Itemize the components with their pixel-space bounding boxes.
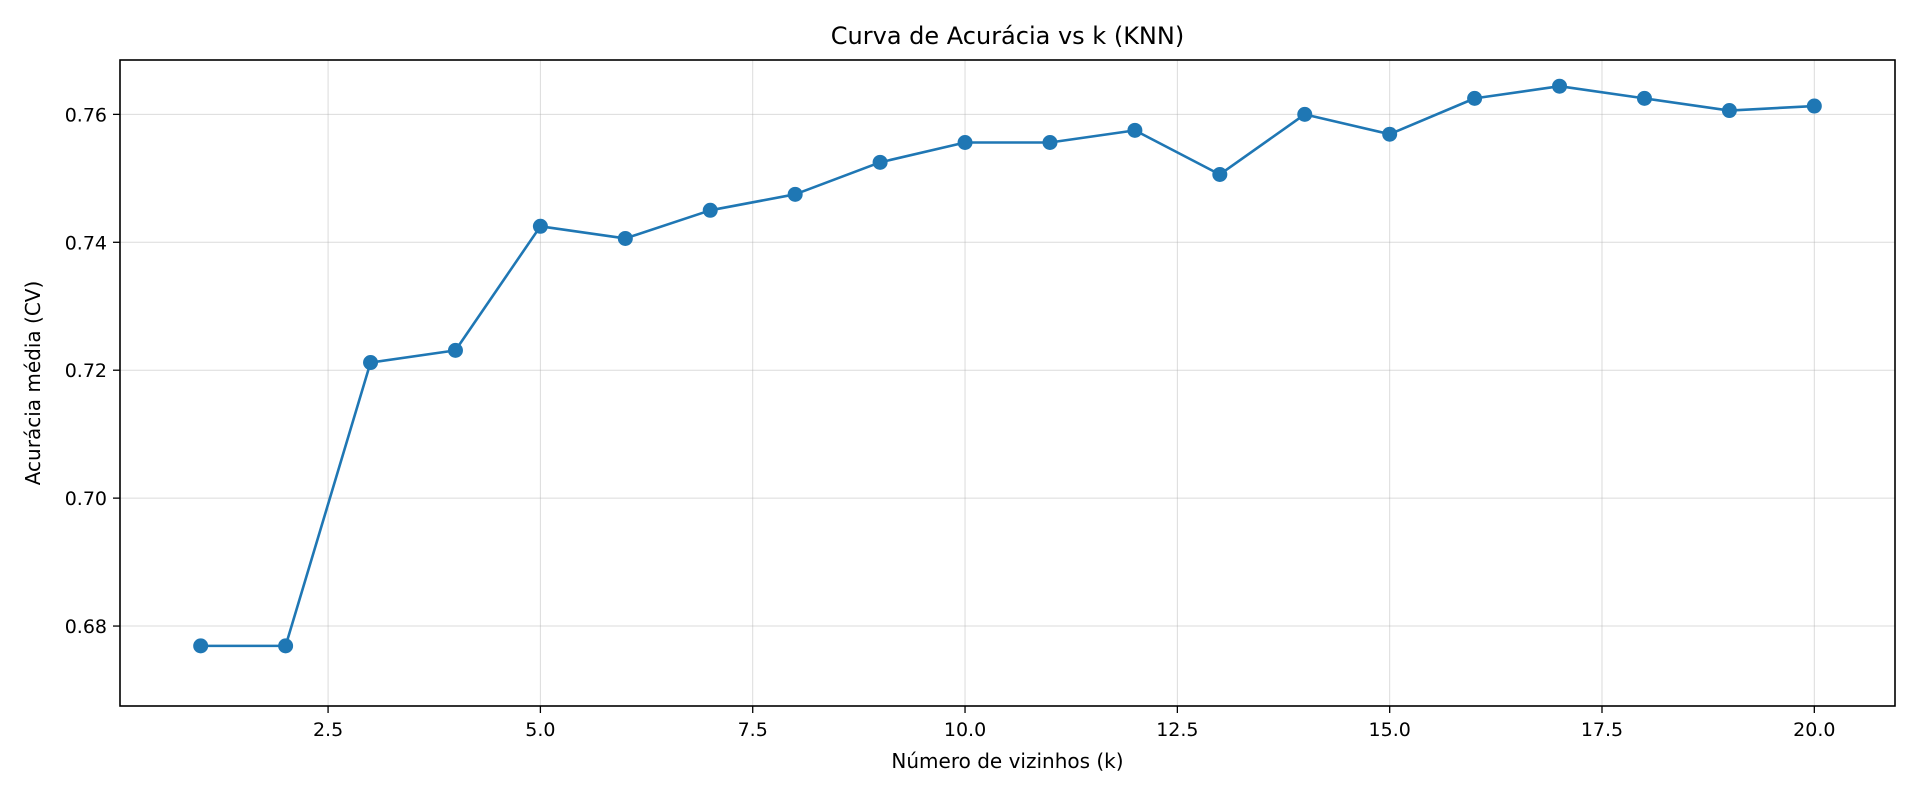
data-point	[872, 154, 888, 170]
data-point	[1467, 90, 1483, 106]
chart-title: Curva de Acurácia vs k (KNN)	[831, 22, 1184, 50]
data-point	[1042, 135, 1058, 151]
y-tick-label: 0.76	[65, 104, 107, 126]
y-tick-label: 0.72	[65, 360, 107, 382]
y-tick-label: 0.74	[65, 232, 107, 254]
data-point	[617, 230, 633, 246]
x-tick-label: 2.5	[313, 719, 343, 741]
data-point	[1721, 103, 1737, 119]
data-point	[1806, 98, 1822, 114]
y-axis: 0.68 0.70 0.72 0.74 0.76	[65, 104, 120, 638]
y-grid	[120, 113, 1895, 627]
data-point	[193, 638, 209, 654]
data-point	[787, 186, 803, 202]
data-point	[1127, 122, 1143, 138]
plot-frame	[119, 59, 1896, 707]
x-grid	[327, 60, 1815, 706]
data-point	[363, 355, 379, 371]
x-tick-label: 17.5	[1581, 719, 1623, 741]
data-point	[1636, 90, 1652, 106]
x-axis-label: Número de vizinhos (k)	[891, 749, 1123, 773]
data-point	[447, 342, 463, 358]
y-axis-label: Acurácia média (CV)	[21, 281, 45, 486]
x-tick-label: 12.5	[1156, 719, 1198, 741]
x-axis: 2.5 5.0 7.5 10.0 12.5 15.0 17.5 20.0	[313, 706, 1835, 741]
series-line	[200, 84, 1815, 648]
data-point	[278, 638, 294, 654]
x-tick-label: 15.0	[1369, 719, 1411, 741]
x-tick-label: 7.5	[738, 719, 768, 741]
x-tick-label: 10.0	[944, 719, 986, 741]
data-point	[1297, 106, 1313, 122]
data-point	[1212, 166, 1228, 182]
data-point	[1382, 126, 1398, 142]
data-point	[957, 135, 973, 151]
data-point	[702, 202, 718, 218]
data-point	[1552, 78, 1568, 94]
series-layer	[193, 78, 1822, 654]
data-point	[532, 218, 548, 234]
y-tick-label: 0.70	[65, 488, 107, 510]
x-tick-label: 20.0	[1793, 719, 1835, 741]
y-tick-label: 0.68	[65, 616, 107, 638]
x-tick-label: 5.0	[525, 719, 555, 741]
